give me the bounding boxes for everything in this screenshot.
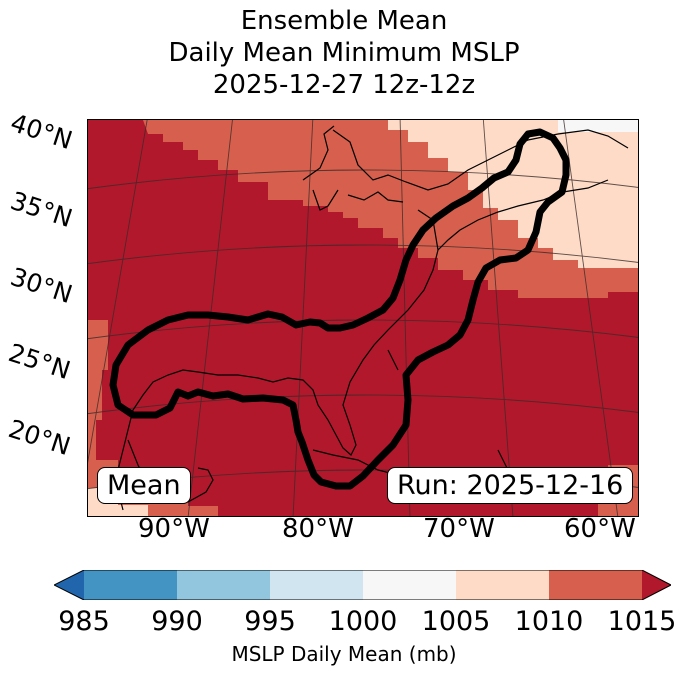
graticule [88,120,638,516]
colorbar-bin-990-995 [177,570,270,600]
colorbar-label: MSLP Daily Mean (mb) [231,642,457,666]
colorbar-tick-1010: 1010 [514,606,584,637]
region-1000-1005 [558,120,638,132]
colorbar [54,570,671,600]
region-1010-1015-west [88,320,108,460]
map-panel: Mean Run: 2025-12-16 [87,119,639,517]
lon-label-90w: 90°W [138,514,210,544]
mslp-field [88,120,638,516]
region-1005-1010-northeast [388,120,638,268]
title-line-2: Daily Mean Minimum MSLP [168,38,520,68]
lat-label-30n: 30°N [7,262,76,310]
mean-contour-outline [109,128,570,490]
lat-label-40n: 40°N [7,108,76,156]
colorbar-tick-990: 990 [151,606,203,637]
colorbar-tick-1005: 1005 [421,606,491,637]
lat-label-35n: 35°N [7,186,76,234]
colorbar-tick-1000: 1000 [328,606,398,637]
colorbar-tick-995: 995 [244,606,296,637]
colorbar-over-arrow [642,570,671,600]
run-badge: Run: 2025-12-16 [387,467,634,504]
lat-label-25n: 25°N [5,338,74,386]
title-line-3: 2025-12-27 12z-12z [212,70,476,100]
colorbar-bin-995-1000 [270,570,363,600]
lon-label-70w: 70°W [423,514,495,544]
colorbar-bin-1010-1015 [549,570,642,600]
lon-label-80w: 80°W [282,514,354,544]
colorbar-tick-985: 985 [58,606,110,637]
colorbar-bin-1005-1010 [456,570,549,600]
colorbar-bin-1000-1005 [363,570,456,600]
mean-badge: Mean [97,467,191,504]
title-line-1: Ensemble Mean [240,6,448,36]
colorbar-under-arrow [54,570,84,600]
lat-label-20n: 20°N [5,414,74,462]
colorbar-tick-1015: 1015 [607,606,677,637]
colorbar-bin-985-990 [84,570,177,600]
lon-label-60w: 60°W [564,514,636,544]
